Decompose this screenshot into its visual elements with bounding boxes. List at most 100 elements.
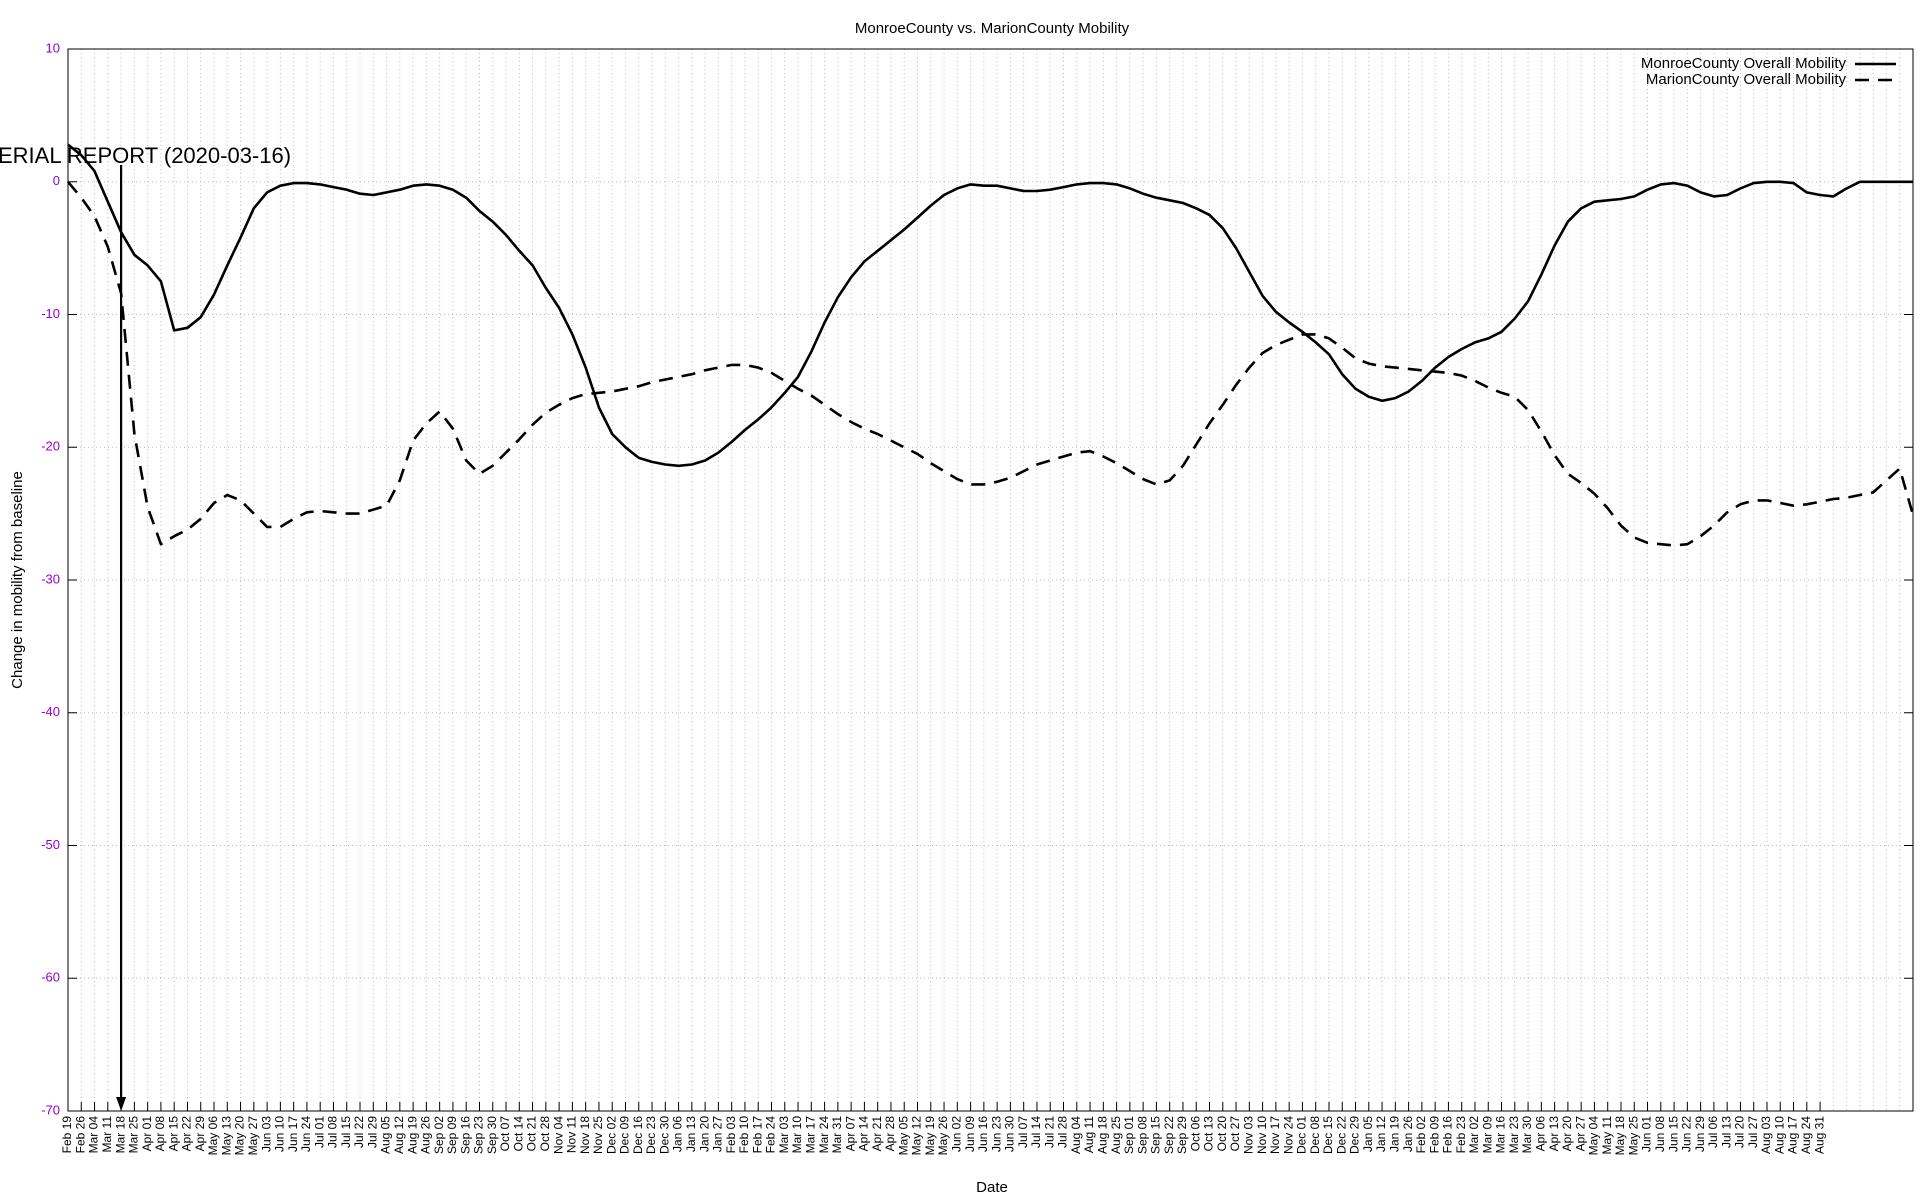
x-tick-label: Jun 30 xyxy=(1003,1116,1017,1152)
x-tick-label: May 26 xyxy=(936,1116,950,1156)
x-tick-label: Feb 23 xyxy=(1454,1116,1468,1154)
x-tick-label: Dec 01 xyxy=(1295,1116,1309,1154)
x-tick-label: Nov 11 xyxy=(565,1116,579,1153)
plot-frame xyxy=(67,48,1914,1112)
x-tick-label: Mar 17 xyxy=(803,1116,817,1154)
x-tick-label: Mar 03 xyxy=(777,1116,791,1154)
x-tick-label: Jun 16 xyxy=(976,1116,990,1152)
x-tick-label: Feb 09 xyxy=(1427,1116,1441,1154)
x-tick-label: Dec 16 xyxy=(631,1116,645,1154)
x-tick-label: Jul 21 xyxy=(1042,1116,1056,1148)
x-tick-label: Sep 23 xyxy=(472,1116,486,1154)
x-tick-label: May 11 xyxy=(1600,1116,1614,1155)
x-tick-label: Jun 03 xyxy=(259,1116,273,1152)
x-tick-label: Jul 29 xyxy=(365,1116,379,1148)
x-tick-label: Oct 06 xyxy=(1188,1116,1202,1152)
x-tick-label: Aug 19 xyxy=(405,1116,419,1154)
y-tick-label: 10 xyxy=(46,40,60,55)
x-tick-label: Mar 23 xyxy=(1507,1116,1521,1154)
series-line xyxy=(67,143,1913,468)
y-tick-label: -40 xyxy=(41,704,60,719)
legend-label: MonroeCounty Overall Mobility xyxy=(1641,55,1847,72)
x-tick-label: Oct 21 xyxy=(525,1116,539,1152)
x-tick-label: Jan 13 xyxy=(684,1116,698,1152)
x-tick-label: Sep 09 xyxy=(445,1116,459,1154)
x-tick-label: Mar 04 xyxy=(87,1116,101,1154)
x-tick-label: Nov 10 xyxy=(1255,1116,1269,1154)
x-tick-label: Oct 28 xyxy=(538,1116,552,1152)
x-tick-label: Mar 16 xyxy=(1494,1116,1508,1154)
x-tick-label: Feb 24 xyxy=(764,1116,778,1154)
x-tick-label: Aug 26 xyxy=(419,1116,433,1154)
y-tick-label: -70 xyxy=(41,1102,60,1117)
x-tick-label: Jul 13 xyxy=(1719,1116,1733,1148)
x-tick-label: Jul 01 xyxy=(312,1116,326,1148)
x-tick-label: Jan 26 xyxy=(1401,1116,1415,1152)
legend-label: MarionCounty Overall Mobility xyxy=(1646,71,1847,88)
x-tick-label: Apr 21 xyxy=(870,1116,884,1152)
x-tick-label: Sep 02 xyxy=(432,1116,446,1154)
x-tick-label: Jun 08 xyxy=(1653,1116,1667,1152)
y-tick-label: 0 xyxy=(53,173,60,188)
x-tick-label: Nov 24 xyxy=(1281,1116,1295,1154)
x-tick-label: May 12 xyxy=(910,1116,924,1156)
x-tick-label: Dec 09 xyxy=(618,1116,632,1154)
x-tick-label: Aug 24 xyxy=(1799,1116,1813,1154)
x-tick-label: Dec 08 xyxy=(1308,1116,1322,1154)
x-tick-label: Oct 07 xyxy=(498,1116,512,1152)
annotation-arrowhead xyxy=(116,1097,127,1111)
x-tick-label: Sep 30 xyxy=(485,1116,499,1154)
x-tick-label: Nov 18 xyxy=(578,1116,592,1154)
x-tick-label: Nov 25 xyxy=(591,1116,605,1154)
y-axis-label: Change in mobility from baseline xyxy=(9,471,26,689)
x-tick-label: Jan 06 xyxy=(671,1116,685,1152)
x-tick-label: Jul 14 xyxy=(1029,1116,1043,1148)
x-tick-label: Jun 22 xyxy=(1680,1116,1694,1152)
series-line xyxy=(67,180,1915,547)
chart-title: MonroeCounty vs. MarionCounty Mobility xyxy=(855,20,1130,37)
x-tick-label: Nov 04 xyxy=(551,1116,565,1154)
x-tick-label: Jan 12 xyxy=(1374,1116,1388,1152)
y-tick-label: -10 xyxy=(41,306,60,321)
y-tick-label: -60 xyxy=(41,970,60,985)
x-tick-label: Aug 31 xyxy=(1812,1116,1826,1154)
x-tick-label: Nov 03 xyxy=(1242,1116,1256,1154)
x-tick-label: Apr 22 xyxy=(180,1116,194,1152)
x-tick-label: Mar 24 xyxy=(817,1116,831,1154)
x-tick-label: Jun 09 xyxy=(963,1116,977,1152)
x-tick-label: May 20 xyxy=(233,1116,247,1156)
x-tick-label: Feb 10 xyxy=(737,1116,751,1154)
x-tick-label: Jan 19 xyxy=(1388,1116,1402,1152)
x-tick-label: Dec 29 xyxy=(1348,1116,1362,1154)
x-tick-label: Jan 20 xyxy=(697,1116,711,1152)
x-tick-label: Aug 11 xyxy=(1082,1116,1096,1153)
x-tick-label: Mar 30 xyxy=(1520,1116,1534,1154)
x-tick-label: Jul 27 xyxy=(1746,1116,1760,1148)
x-tick-label: Jun 02 xyxy=(949,1116,963,1152)
x-tick-label: Mar 09 xyxy=(1480,1116,1494,1154)
x-tick-label: Jul 20 xyxy=(1733,1116,1747,1148)
x-tick-label: Jun 24 xyxy=(299,1116,313,1152)
x-tick-label: Oct 27 xyxy=(1228,1116,1242,1152)
x-tick-label: Apr 15 xyxy=(166,1116,180,1152)
x-tick-label: Aug 12 xyxy=(392,1116,406,1154)
x-tick-label: Sep 08 xyxy=(1135,1116,1149,1154)
x-tick-label: May 25 xyxy=(1626,1116,1640,1156)
x-tick-label: Dec 22 xyxy=(1334,1116,1348,1154)
x-tick-label: Dec 23 xyxy=(644,1116,658,1154)
x-tick-label: May 19 xyxy=(923,1116,937,1156)
x-tick-label: Sep 29 xyxy=(1175,1116,1189,1154)
x-tick-label: Jan 05 xyxy=(1361,1116,1375,1152)
x-tick-label: Sep 01 xyxy=(1122,1116,1136,1154)
x-tick-label: Feb 17 xyxy=(750,1116,764,1154)
x-tick-label: Apr 20 xyxy=(1560,1116,1574,1152)
x-tick-label: Feb 19 xyxy=(60,1116,74,1154)
x-tick-label: Jun 23 xyxy=(989,1116,1003,1152)
x-tick-label: Apr 27 xyxy=(1573,1116,1587,1152)
x-tick-label: May 04 xyxy=(1587,1116,1601,1156)
x-tick-label: May 13 xyxy=(219,1116,233,1156)
x-tick-label: Aug 18 xyxy=(1095,1116,1109,1154)
x-tick-label: Jun 10 xyxy=(273,1116,287,1152)
